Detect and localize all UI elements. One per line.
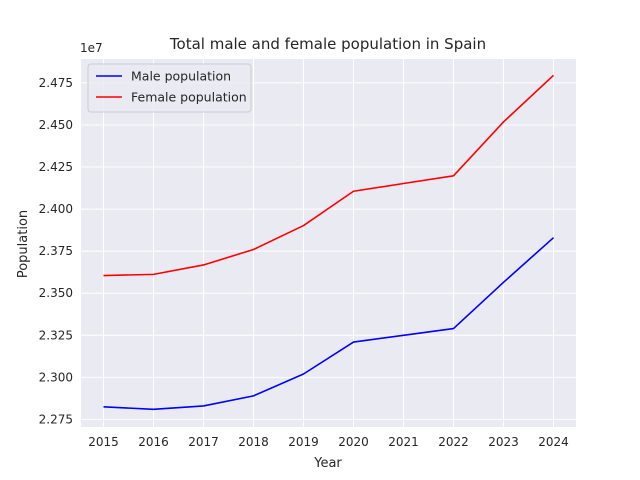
x-tick-label: 2015: [88, 435, 119, 449]
x-tick-label: 2016: [138, 435, 169, 449]
chart-title: Total male and female population in Spai…: [169, 35, 486, 53]
x-tick-labels: 2015 2016 2017 2018 2019 2020 2021 2022 2023 2024: [88, 435, 569, 449]
y-tick-label: 2.400: [39, 202, 73, 216]
x-tick-label: 2018: [238, 435, 269, 449]
y-tick-label: 2.350: [39, 286, 73, 300]
y-tick-label: 2.450: [39, 118, 73, 132]
y-tick-label: 2.325: [39, 328, 73, 342]
y-tick-label: 2.375: [39, 244, 73, 258]
y-axis-offset-label: 1e7: [80, 41, 103, 55]
x-tick-label: 2017: [188, 435, 219, 449]
y-tick-label: 2.275: [39, 412, 73, 426]
series-line-female-population: [103, 74, 555, 277]
plot-area: [81, 59, 576, 427]
legend: Male population Female population: [87, 63, 252, 113]
series-line-male-population: [103, 237, 555, 411]
x-gridlines: [103, 59, 554, 427]
series-lines: [103, 74, 555, 411]
y-gridlines: [81, 82, 576, 420]
x-tick-label: 2024: [538, 435, 569, 449]
legend-label-female-population: Female population: [131, 90, 247, 105]
x-tick-label: 2020: [338, 435, 369, 449]
x-tick-label: 2021: [388, 435, 419, 449]
x-tick-label: 2019: [288, 435, 319, 449]
y-tick-label: 2.425: [39, 160, 73, 174]
legend-label-male-population: Male population: [131, 69, 231, 84]
y-axis-label: Population: [16, 210, 31, 278]
x-axis-label: Year: [313, 456, 342, 471]
y-tick-label: 2.300: [39, 370, 73, 384]
legend-box: [87, 63, 252, 113]
x-tick-label: 2023: [488, 435, 519, 449]
x-tick-label: 2022: [438, 435, 469, 449]
y-tick-labels: 2.275 2.300 2.325 2.350 2.375 2.400 2.425 2.450…: [39, 76, 73, 427]
y-tick-label: 2.475: [39, 76, 73, 90]
